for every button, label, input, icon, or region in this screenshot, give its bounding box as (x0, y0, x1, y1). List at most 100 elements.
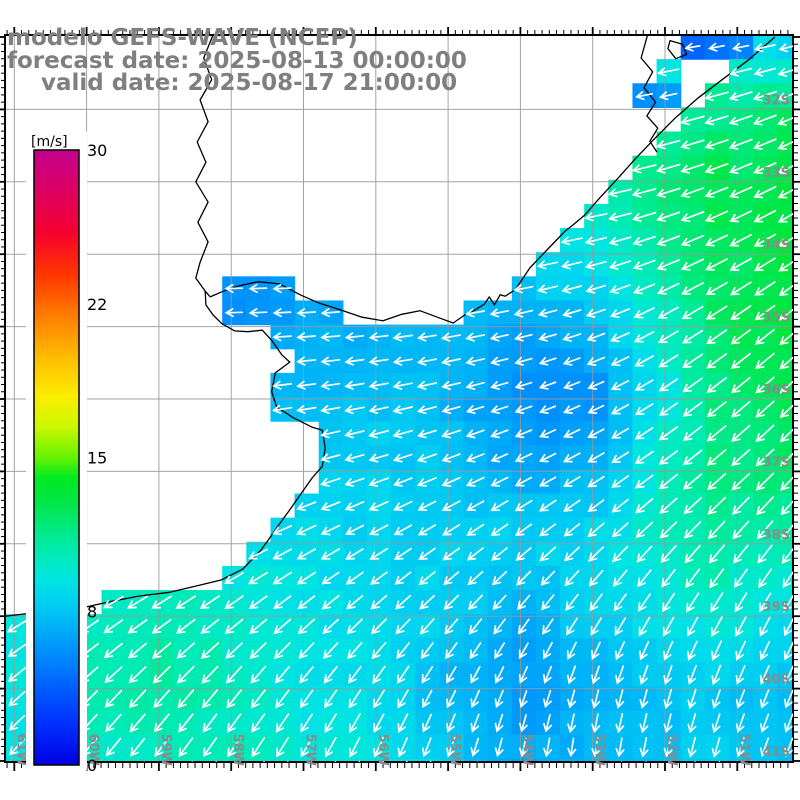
ocean-cell (753, 758, 778, 762)
wind-arrow (296, 524, 317, 536)
wind-arrow (477, 761, 479, 762)
wind-arrow (394, 594, 412, 610)
ocean-cell (511, 758, 537, 762)
wind-arrow (608, 260, 632, 270)
wind-arrow (704, 162, 729, 174)
wind-arrow (730, 376, 751, 394)
wind-arrow (631, 164, 657, 174)
wind-arrow (127, 595, 148, 609)
wind-arrow (201, 689, 219, 709)
wind-arrow (296, 501, 317, 511)
wind-arrow (781, 547, 793, 564)
lat-label: 36S (763, 383, 790, 398)
wind-arrow (611, 522, 629, 538)
wind-arrow (543, 689, 552, 709)
wind-arrow (707, 472, 727, 491)
wind-arrow (565, 593, 579, 611)
wind-arrow (344, 477, 365, 487)
wind-arrow (587, 380, 605, 390)
wind-arrow (753, 185, 777, 199)
wind-arrow (518, 737, 528, 758)
wind-arrow (421, 666, 434, 684)
ocean-cell (728, 758, 754, 762)
wind-arrow (709, 568, 725, 589)
wind-arrow (178, 713, 194, 733)
wind-arrow (562, 332, 582, 342)
wind-arrow (734, 568, 748, 588)
wind-arrow (638, 616, 651, 637)
wind-arrow (272, 524, 293, 536)
wind-arrow (248, 308, 268, 318)
wind-arrow (682, 377, 703, 393)
ocean-cell (77, 758, 103, 762)
wind-arrow (225, 665, 243, 684)
wind-arrow (8, 738, 25, 756)
wind-arrow (732, 520, 750, 540)
wind-arrow (586, 356, 606, 366)
wind-arrow (443, 571, 460, 586)
wind-arrow (759, 592, 772, 613)
wind-arrow (465, 405, 485, 415)
wind-arrow (297, 618, 316, 635)
wind-arrow (516, 570, 532, 586)
wind-arrow (324, 736, 337, 758)
wind-arrow (224, 307, 244, 318)
wind-arrow (729, 233, 753, 247)
wind-arrow (130, 737, 146, 757)
wind-arrow (370, 594, 388, 610)
wind-arrow (441, 405, 461, 415)
wind-arrow (636, 545, 653, 563)
wind-arrow (397, 689, 409, 709)
wind-arrow (154, 737, 170, 757)
wind-arrow (705, 305, 728, 320)
wind-arrow (777, 188, 793, 199)
wind-arrow (441, 332, 462, 342)
wind-arrow (494, 666, 505, 684)
wind-arrow (730, 305, 752, 321)
wind-arrow (275, 689, 290, 709)
lon-label: 51W (736, 734, 751, 766)
wind-arrow (296, 380, 317, 390)
wind-arrow (369, 547, 389, 560)
wind-arrow (680, 139, 705, 150)
wind-arrow (441, 380, 461, 390)
wind-arrow (6, 620, 27, 633)
wind-arrow (542, 641, 553, 660)
ocean-cell (560, 758, 585, 762)
wind-arrow (777, 212, 793, 223)
wind-arrow (105, 713, 122, 733)
ocean-cell (777, 83, 793, 108)
wind-arrow (446, 666, 457, 684)
wind-arrow (685, 568, 701, 589)
wind-arrow (711, 664, 722, 686)
wind-arrow (610, 403, 630, 415)
wind-arrow (591, 689, 601, 709)
wind-arrow (729, 186, 753, 199)
wind-arrow (441, 453, 461, 463)
wind-arrow (718, 761, 721, 762)
wind-arrow (657, 306, 679, 319)
wind-arrow (103, 642, 123, 659)
wind-arrow (566, 641, 577, 660)
wind-arrow (324, 713, 337, 733)
wind-arrow (467, 594, 483, 611)
wind-arrow (706, 377, 727, 393)
wind-arrow (177, 665, 195, 684)
wind-arrow (615, 641, 626, 661)
wind-arrow (645, 761, 647, 762)
ocean-cell (294, 758, 320, 762)
wind-arrow (710, 616, 723, 638)
wind-arrow (393, 547, 412, 560)
wind-arrow (704, 234, 729, 247)
wind-arrow (322, 618, 339, 635)
wind-arrow (445, 642, 458, 660)
wind-arrow (368, 332, 389, 342)
wind-arrow (633, 331, 655, 343)
wind-arrow (680, 258, 705, 271)
wind-arrow (731, 400, 751, 418)
wind-arrow (405, 760, 408, 762)
wind-arrow (416, 453, 438, 463)
wind-arrow (780, 476, 793, 491)
wind-arrow (588, 546, 605, 562)
wind-arrow (639, 641, 650, 661)
